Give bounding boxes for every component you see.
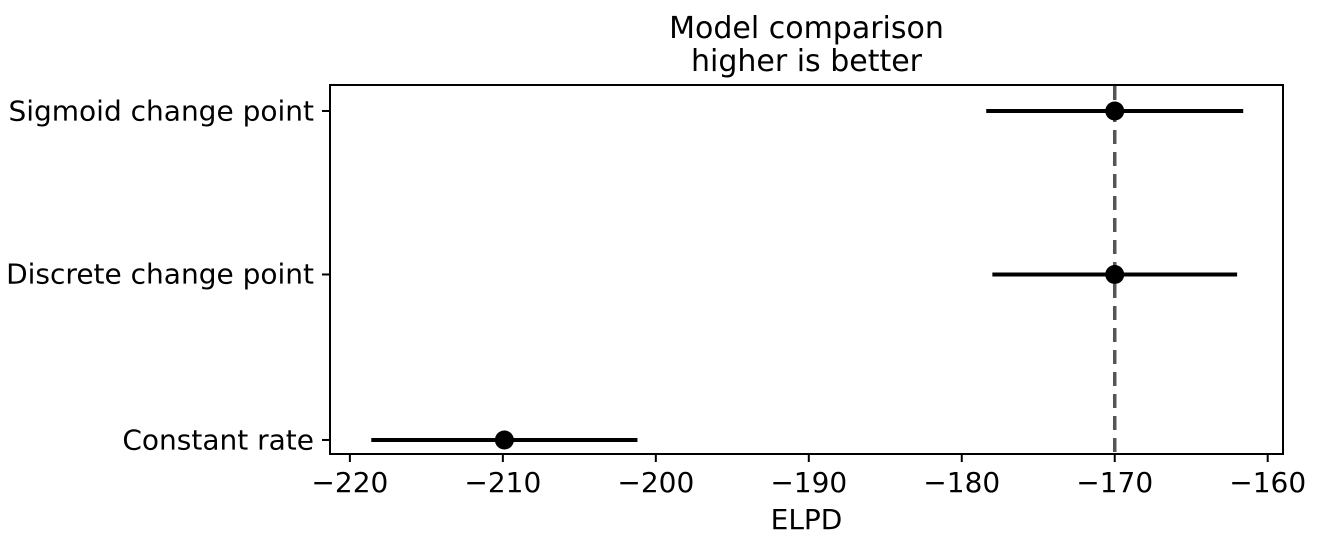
x-tick-label: −200 [617, 466, 695, 499]
x-axis-label: ELPD [770, 503, 843, 536]
y-axis-label: Discrete change point [6, 257, 314, 291]
x-tick-label: −170 [1076, 466, 1154, 499]
point-marker [1105, 101, 1125, 121]
x-tick-label: −190 [770, 466, 848, 499]
chart-title-line1: Model comparison [669, 11, 944, 46]
chart-title-line2: higher is better [690, 44, 923, 79]
plot-frame [329, 84, 1284, 455]
chart-title: Model comparison higher is better [330, 12, 1283, 78]
x-tick-label: −160 [1229, 466, 1307, 499]
y-axis-label: Sigmoid change point [8, 94, 314, 128]
y-axis-label: Constant rate [122, 423, 314, 457]
x-tick-label: −210 [464, 466, 542, 499]
point-marker [1105, 264, 1125, 284]
point-marker [494, 430, 514, 450]
x-tick-label: −180 [923, 466, 1001, 499]
x-tick-label: −220 [311, 466, 389, 499]
